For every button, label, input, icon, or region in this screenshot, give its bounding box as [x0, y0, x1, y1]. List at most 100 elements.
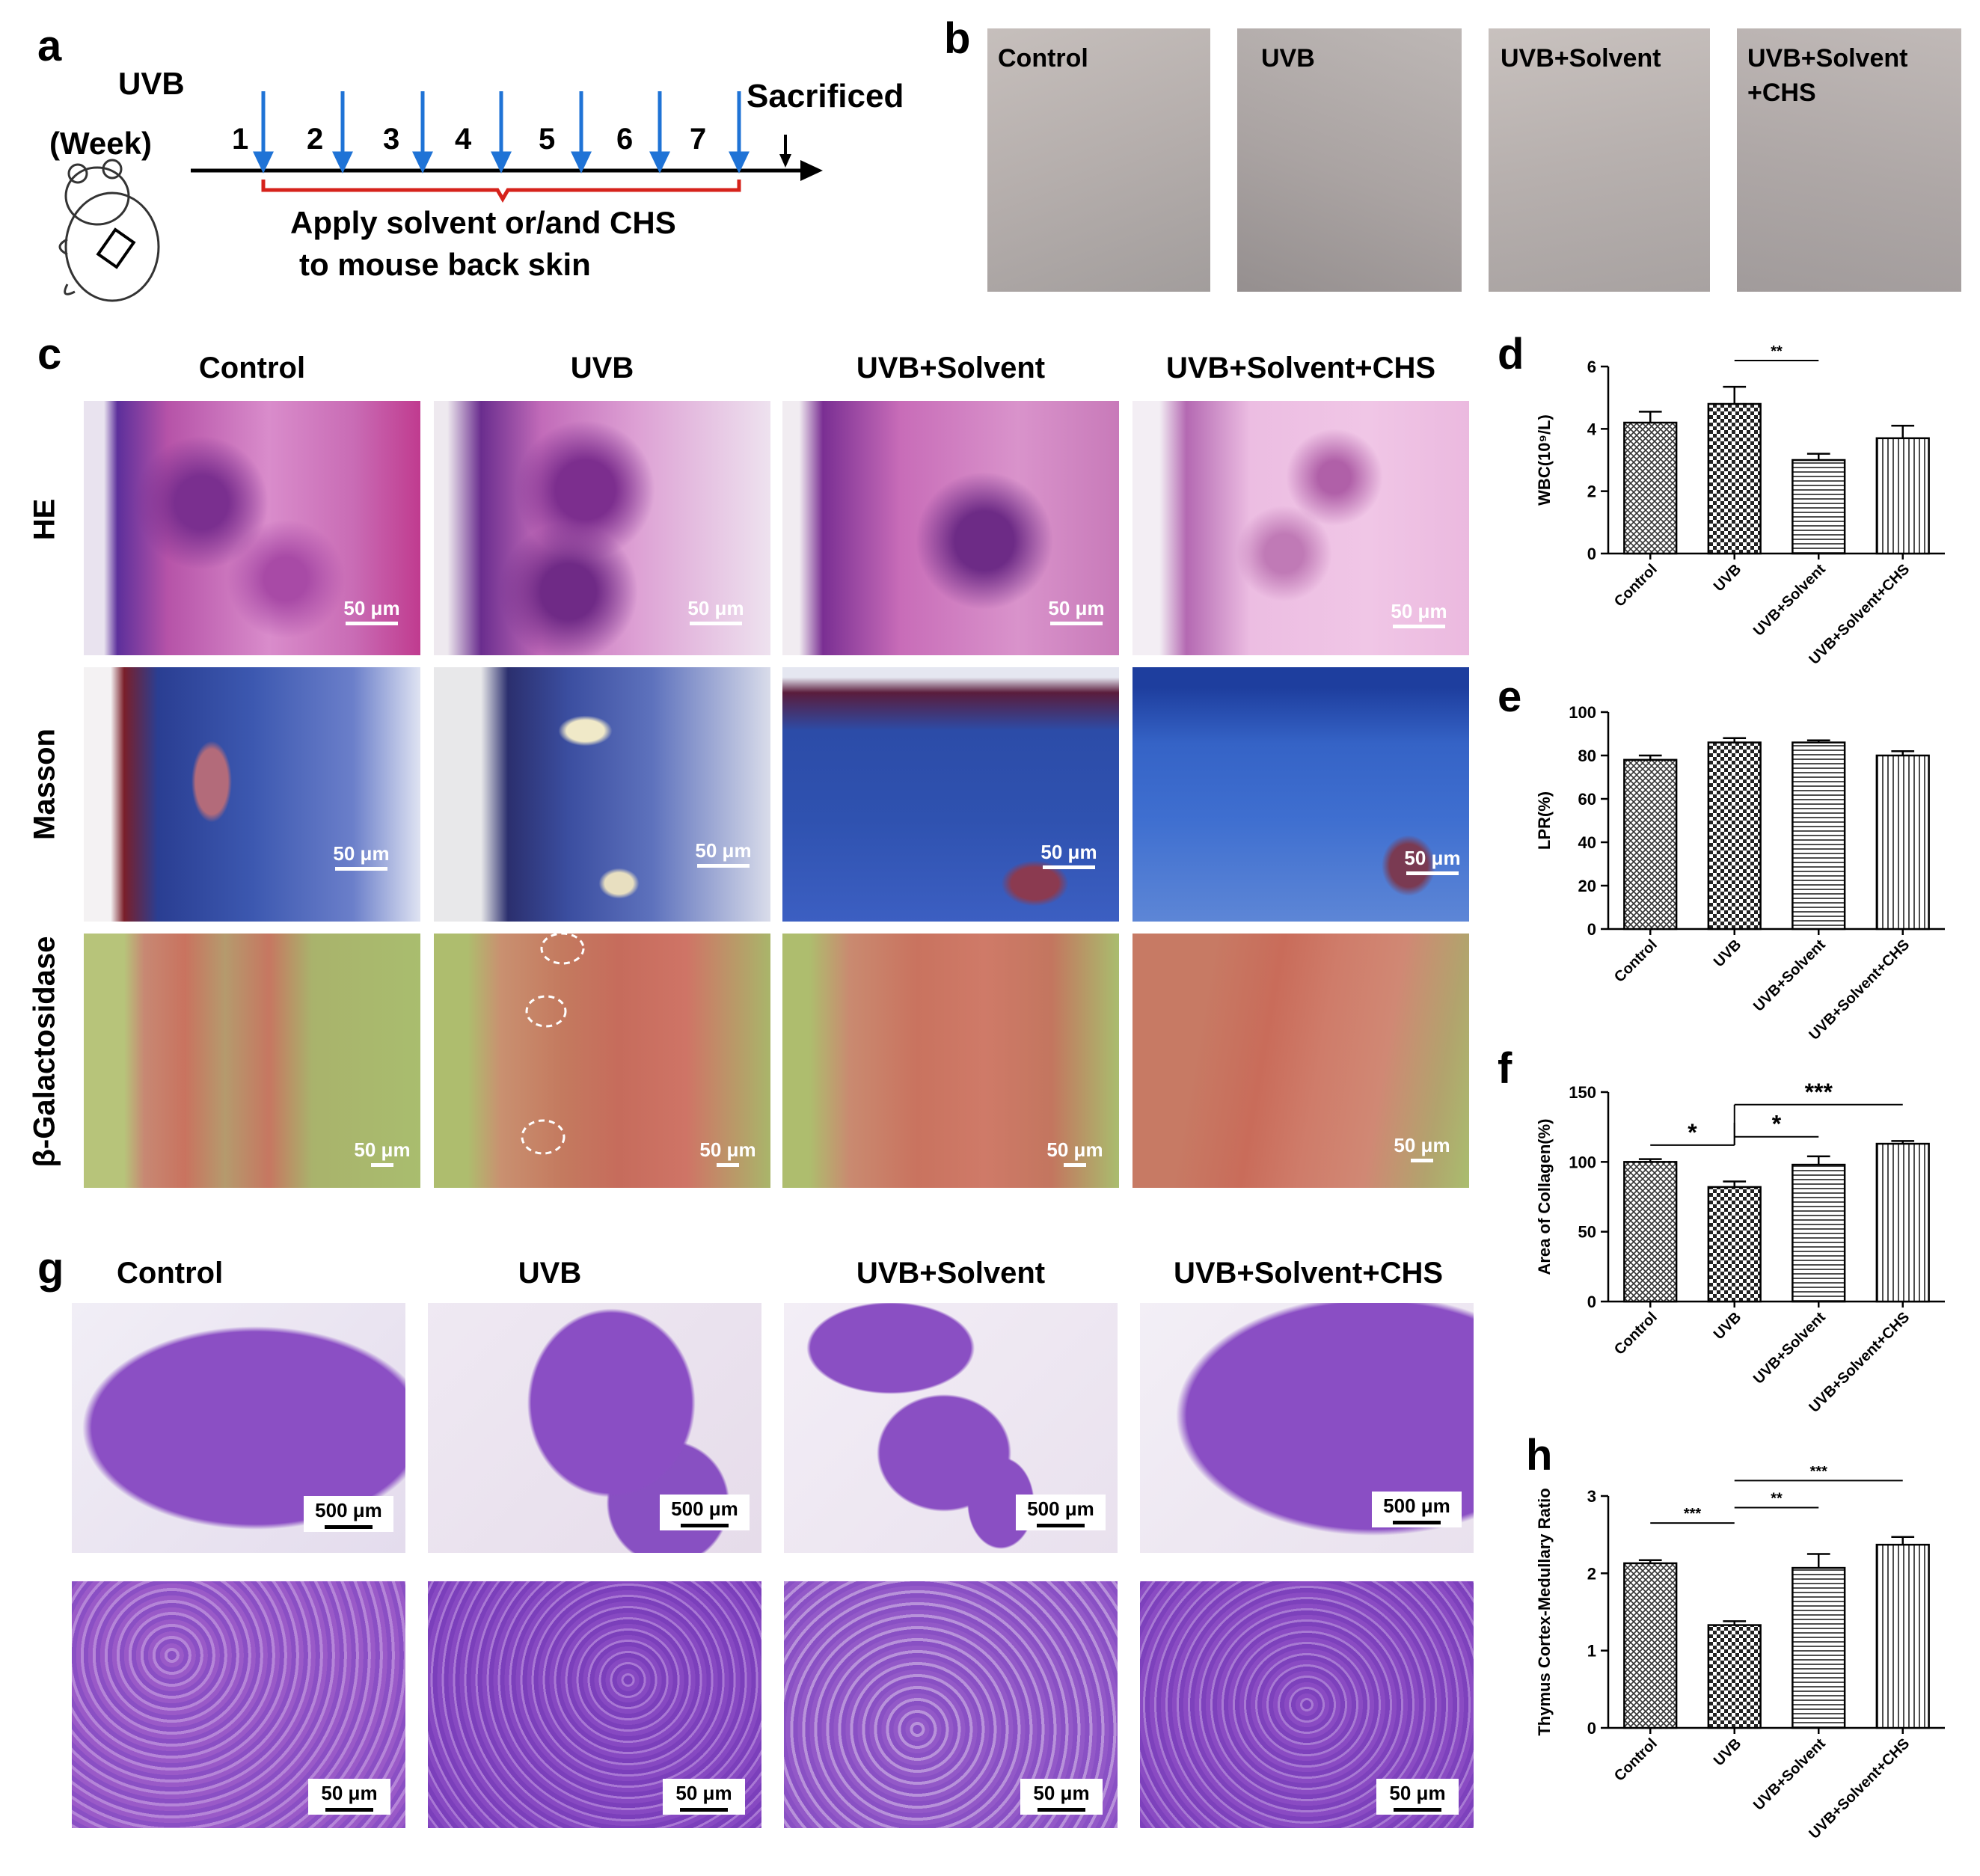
- y-tick-label: 3: [1587, 1487, 1596, 1506]
- bar-uvb-solvent: [1791, 1163, 1846, 1303]
- skin-photo-uvb-solvent-chs: [1737, 28, 1961, 292]
- y-tick-label: 4: [1587, 420, 1597, 438]
- scale-bar-thymus-low-uvb-solvent-chs: 500 μm: [1372, 1492, 1462, 1527]
- bar-uvb: [1707, 1624, 1762, 1729]
- thymus-header-uvb: UVB: [518, 1257, 582, 1290]
- scale-bar-thymus-high-uvb-solvent-chs: 50 μm: [1376, 1779, 1459, 1815]
- week-2: 2: [307, 123, 324, 156]
- y-tick-label: 150: [1569, 1083, 1596, 1102]
- x-tick-label: Control: [1611, 1735, 1661, 1785]
- x-tick-label: UVB+Solvent: [1750, 561, 1829, 640]
- bar-control: [1623, 1161, 1678, 1303]
- skin-photo-uvb-solvent: [1489, 28, 1710, 292]
- scale-bar-he-uvb-solvent: 50 μm: [1043, 597, 1110, 625]
- scale-bar-he-uvb: 50 μm: [682, 597, 750, 625]
- skin-label-uvb-solvent-chs-line1: UVB+Solvent: [1747, 44, 1908, 73]
- significance-label: ***: [1810, 1466, 1828, 1480]
- scale-bar-thymus-low-control: 500 μm: [304, 1496, 393, 1532]
- y-tick-label: 80: [1578, 747, 1596, 765]
- y-tick-label: 100: [1569, 703, 1596, 722]
- significance-label: *: [1772, 1111, 1782, 1138]
- scale-bar-gal-control: 50 μm: [349, 1138, 416, 1167]
- week-label: (Week): [49, 126, 152, 161]
- chart-thymus-ratio: Thymus Cortex-Medullary Ratio 0 1 2 3 Control…: [1535, 1466, 1945, 1842]
- sacrificed-label: Sacrificed: [747, 78, 904, 114]
- row-label-masson: Masson: [28, 729, 61, 840]
- significance-label: ***: [1684, 1506, 1702, 1522]
- skin-label-uvb: UVB: [1261, 44, 1315, 73]
- scale-bar-thymus-high-uvb: 50 μm: [663, 1779, 745, 1815]
- panel-label-e: e: [1498, 672, 1522, 721]
- he-image-control: [84, 401, 420, 655]
- y-axis-label: LPR(%): [1535, 791, 1554, 850]
- histology-header-uvb-solvent-chs: UVB+Solvent+CHS: [1165, 352, 1436, 384]
- y-axis-label: Area of Collagen(%): [1535, 1118, 1554, 1275]
- y-tick-label: 50: [1578, 1223, 1596, 1242]
- galactosidase-image-control: [84, 934, 420, 1188]
- thymus-header-uvb-solvent-chs: UVB+Solvent+CHS: [1173, 1257, 1444, 1290]
- y-tick-label: 40: [1578, 833, 1596, 852]
- histology-header-uvb-solvent: UVB+Solvent: [856, 352, 1046, 384]
- scale-bar-gal-uvb-solvent: 50 μm: [1041, 1138, 1109, 1167]
- masson-image-uvb-solvent: [782, 667, 1119, 922]
- scale-bar-thymus-high-uvb-solvent: 50 μm: [1020, 1779, 1103, 1815]
- bar-uvb: [1707, 1186, 1762, 1303]
- skin-label-control: Control: [998, 44, 1088, 73]
- scale-bar-masson-uvb-solvent-chs: 50 μm: [1399, 847, 1466, 875]
- panel-label-b: b: [944, 14, 971, 63]
- masson-image-control: [84, 667, 420, 922]
- row-label-he: HE: [28, 498, 61, 541]
- bar-uvb: [1707, 402, 1762, 555]
- week-7: 7: [690, 123, 707, 156]
- x-tick-label: UVB: [1711, 937, 1744, 970]
- apply-label-line1: Apply solvent or/and CHS: [290, 205, 676, 240]
- scale-bar-thymus-low-uvb: 500 μm: [660, 1495, 750, 1530]
- mouse-icon: [58, 159, 160, 302]
- y-tick-label: 20: [1578, 877, 1596, 895]
- significance-label: *: [1688, 1119, 1697, 1146]
- timeline-graphic: [58, 91, 823, 302]
- bar-uvb-solvent-chs: [1875, 754, 1930, 931]
- y-tick-label: 2: [1587, 1564, 1596, 1583]
- scale-bar-he-control: 50 μm: [338, 597, 405, 625]
- week-5: 5: [539, 123, 556, 156]
- y-tick-label: 0: [1587, 1719, 1596, 1738]
- bar-uvb-solvent-chs: [1875, 1142, 1930, 1303]
- skin-label-uvb-solvent-chs-line2: +CHS: [1747, 79, 1816, 107]
- panel-label-f: f: [1498, 1044, 1512, 1093]
- masson-image-uvb-solvent-chs: [1132, 667, 1469, 922]
- x-tick-label: UVB: [1711, 1735, 1744, 1769]
- y-axis-label: WBC(10⁹/L): [1535, 414, 1554, 506]
- x-tick-label: Control: [1611, 1309, 1661, 1358]
- skin-label-uvb-solvent: UVB+Solvent: [1501, 44, 1661, 73]
- panel-label-d: d: [1498, 330, 1524, 378]
- histology-header-control: Control: [198, 352, 306, 384]
- scale-bar-masson-uvb-solvent: 50 μm: [1035, 841, 1103, 869]
- significance-label: **: [1771, 343, 1783, 360]
- scale-bar-thymus-high-control: 50 μm: [308, 1779, 390, 1815]
- y-tick-label: 0: [1587, 1293, 1596, 1311]
- he-image-uvb-solvent-chs: [1132, 401, 1469, 655]
- uvb-arrows: [253, 91, 750, 174]
- bar-uvb: [1707, 741, 1762, 931]
- scale-bar-he-uvb-solvent-chs: 50 μm: [1385, 600, 1453, 628]
- histology-header-uvb: UVB: [570, 352, 634, 384]
- x-tick-label: UVB+Solvent: [1750, 937, 1829, 1015]
- x-tick-label: Control: [1611, 561, 1661, 610]
- masson-image-uvb: [434, 667, 770, 922]
- week-4: 4: [455, 123, 472, 156]
- y-tick-label: 6: [1587, 358, 1596, 376]
- y-tick-label: 0: [1587, 920, 1596, 939]
- panel-label-a: a: [37, 22, 62, 70]
- apply-label-line2: to mouse back skin: [299, 247, 591, 282]
- galactosidase-image-uvb-solvent: [782, 934, 1119, 1188]
- bar-control: [1623, 1562, 1678, 1729]
- chart-collagen: Area of Collagen(%) 0 50 100 150 Control UVB UV…: [1535, 1079, 1945, 1414]
- y-tick-label: 2: [1587, 482, 1596, 501]
- scale-bar-thymus-low-uvb-solvent: 500 μm: [1016, 1495, 1106, 1530]
- significance-label: ***: [1805, 1079, 1833, 1106]
- he-image-uvb-solvent: [782, 401, 1119, 655]
- skin-photo-uvb: [1237, 28, 1462, 292]
- he-image-uvb: [434, 401, 770, 655]
